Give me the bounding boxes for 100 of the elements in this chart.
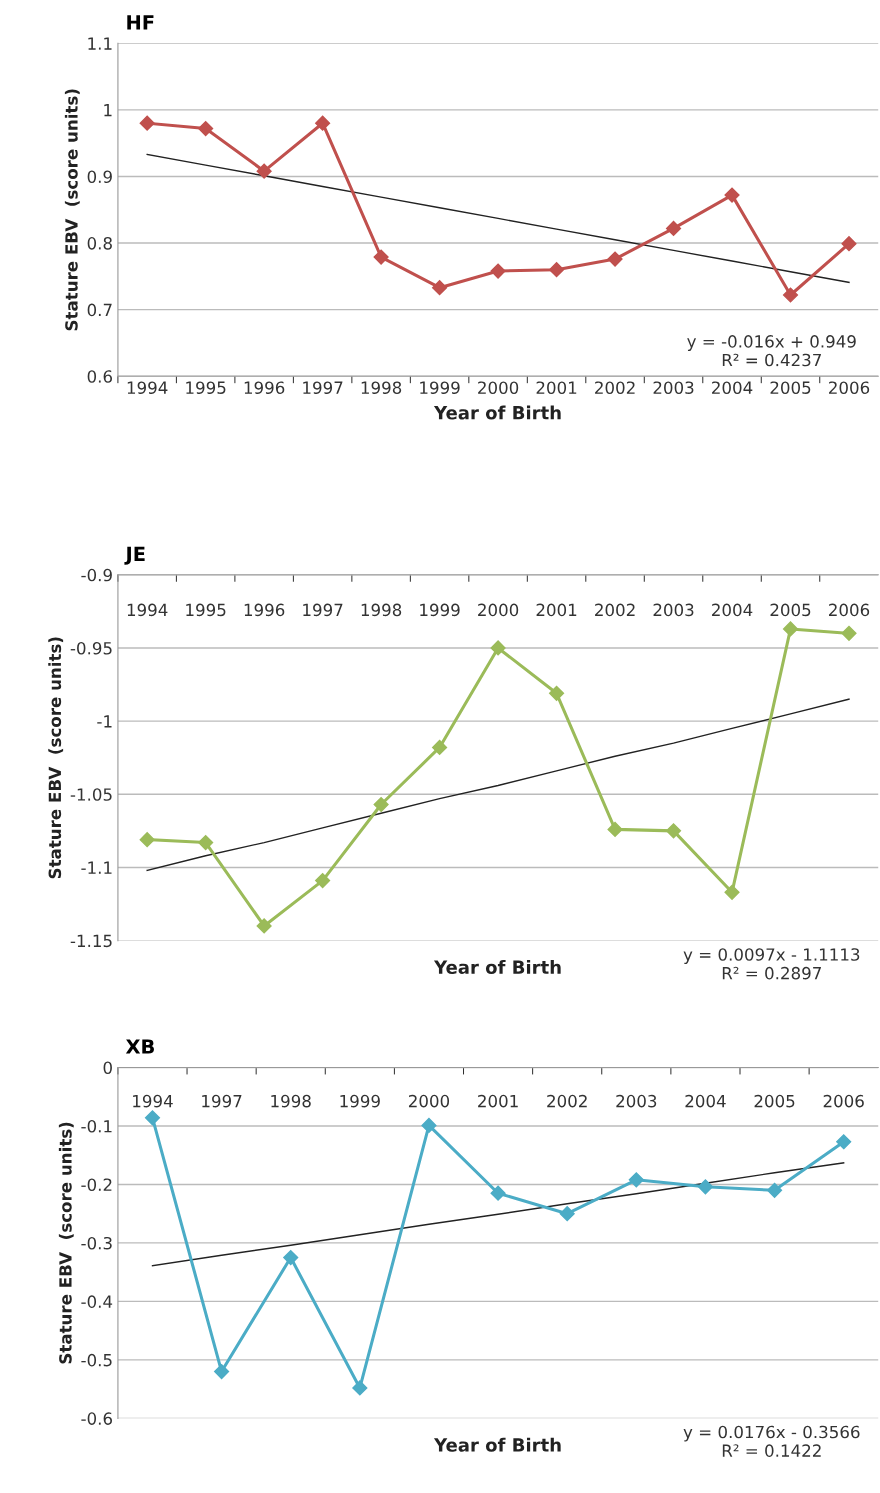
x-tick-label: 1994 <box>127 381 168 394</box>
point <box>607 821 623 837</box>
line-series <box>146 153 850 284</box>
point <box>283 1249 299 1266</box>
x-tick-label: 1995 <box>186 603 226 617</box>
y-tick-label: 0.7 <box>87 303 112 317</box>
y-tick-label: 1.1 <box>88 37 112 50</box>
point <box>315 873 331 889</box>
x-tick-label: 1999 <box>420 603 460 617</box>
y-tick-label: -0.3 <box>81 1236 112 1250</box>
point <box>432 739 448 756</box>
y-tick-label: -0.4 <box>81 1295 113 1308</box>
y-tick-label: 0.8 <box>87 237 112 250</box>
x-tick-label: 2004 <box>712 603 753 617</box>
x-tick-label: 2005 <box>770 381 811 394</box>
y-tick-label: -1.1 <box>81 861 112 874</box>
y-axis-title: Stature EBV (score units) <box>48 637 64 879</box>
x-tick-label: 2006 <box>829 603 870 617</box>
point <box>782 287 799 303</box>
x-tick-label: 1994 <box>127 603 168 617</box>
x-tick-label: 1997 <box>303 603 343 617</box>
x-tick-label: 1997 <box>202 1094 242 1108</box>
x-tick-label: 1995 <box>186 381 226 394</box>
x-tick-label: 2006 <box>823 1094 864 1108</box>
point <box>782 621 799 637</box>
x-tick-label: 2000 <box>408 1094 450 1108</box>
text: y = 0.0176x - 0.3566 R² = 0.1422 <box>683 1425 860 1457</box>
point <box>697 1179 714 1195</box>
y-tick-label: -0.5 <box>81 1353 112 1367</box>
x-tick-label: 2001 <box>536 381 577 394</box>
y-tick-label: -1 <box>97 715 112 728</box>
point <box>315 115 331 131</box>
x-tick-label: 1998 <box>361 603 402 617</box>
x-axis-title: Year of Birth <box>433 405 561 420</box>
point <box>548 685 565 701</box>
x-tick-label: 2006 <box>829 381 870 394</box>
x-axis-title: Year of Birth <box>433 1437 561 1452</box>
text: y = 0.0097x - 1.1113 R² = 0.2897 <box>683 948 860 980</box>
point <box>628 1172 644 1188</box>
y-axis-title: Stature EBV (score units) <box>58 1122 74 1364</box>
point <box>421 1117 437 1133</box>
point <box>198 834 214 851</box>
x-tick-label: 2001 <box>536 603 577 617</box>
point <box>490 640 506 656</box>
annotation: y = -0.016x + 0.949 R² = 0.4237 <box>687 335 856 367</box>
x-tick-label: 1996 <box>244 603 285 617</box>
point <box>665 220 682 236</box>
point <box>490 1185 506 1201</box>
x-tick-label: 2000 <box>478 603 519 617</box>
x-tick-label: 2003 <box>653 603 694 617</box>
y-tick-label: -1.15 <box>70 934 112 948</box>
x-tick-label: 2004 <box>712 381 753 394</box>
x-tick-label: 2003 <box>616 1094 657 1108</box>
point <box>724 884 740 900</box>
x-tick-label: 2005 <box>770 603 811 617</box>
y-tick-label: -0.6 <box>81 1412 113 1425</box>
point <box>139 832 155 848</box>
point <box>432 280 448 296</box>
point <box>548 262 565 278</box>
x-tick-label: 1998 <box>271 1094 311 1108</box>
x-tick-label: 1997 <box>303 381 343 394</box>
x-tick-label: 2001 <box>478 1094 518 1108</box>
x-tick-label: 2002 <box>547 1094 587 1108</box>
x-tick-label: 2000 <box>478 381 519 394</box>
point <box>373 796 389 813</box>
y-tick-label: -0.9 <box>81 568 112 582</box>
x-tick-label: 2004 <box>685 1094 726 1108</box>
point <box>139 115 155 131</box>
y-tick-label: -1.05 <box>70 788 112 801</box>
point <box>841 625 857 641</box>
point <box>665 823 682 839</box>
y-tick-label: -0.1 <box>81 1119 112 1133</box>
x-axis-title: Year of Birth <box>433 960 561 975</box>
x-tick-label: 1999 <box>340 1094 380 1108</box>
chart-title: HF <box>127 15 154 30</box>
point <box>144 1110 161 1126</box>
x-tick-label: 1994 <box>133 1094 173 1108</box>
x-tick-label: 2002 <box>595 381 635 394</box>
point <box>559 1206 575 1222</box>
point <box>490 263 506 279</box>
x-tick-label: 1998 <box>361 381 402 394</box>
y-tick-label: -0.2 <box>81 1178 112 1192</box>
x-tick-label: 1999 <box>420 381 460 394</box>
y-tick-label: 0.9 <box>87 170 112 184</box>
point <box>256 918 272 934</box>
y-tick-label: 0.6 <box>87 370 113 383</box>
point <box>766 1182 783 1198</box>
point <box>836 1134 852 1150</box>
point <box>607 251 623 267</box>
y-axis-title: Stature EBV (score units) <box>64 89 80 331</box>
y-tick-label: -0.95 <box>70 641 112 655</box>
point <box>841 236 857 252</box>
line-series <box>146 698 850 872</box>
x-tick-label: 2003 <box>653 381 694 394</box>
x-tick-label: 2005 <box>754 1094 795 1108</box>
point <box>352 1380 368 1396</box>
x-tick-label: 1996 <box>244 381 285 394</box>
y-tick-label: 0 <box>103 1061 112 1075</box>
point <box>724 187 740 203</box>
x-tick-label: 2002 <box>595 603 635 617</box>
